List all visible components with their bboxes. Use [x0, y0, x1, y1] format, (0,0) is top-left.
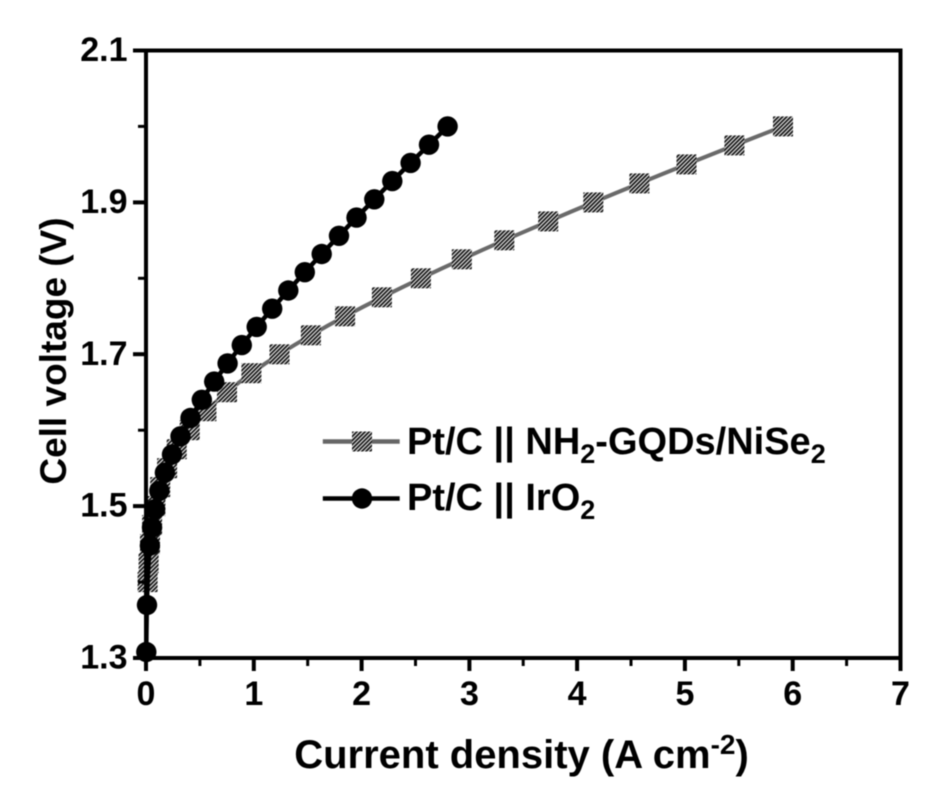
svg-text:Cell voltage (V): Cell voltage (V) — [33, 217, 74, 484]
svg-text:Pt/C || IrO2: Pt/C || IrO2 — [407, 477, 595, 525]
svg-text:1: 1 — [244, 675, 263, 713]
svg-text:1.5: 1.5 — [80, 487, 127, 525]
svg-text:Current density (A cm-2): Current density (A cm-2) — [294, 729, 749, 777]
svg-text:1.7: 1.7 — [80, 335, 127, 373]
svg-text:3: 3 — [460, 675, 479, 713]
svg-text:1.3: 1.3 — [80, 639, 127, 677]
svg-text:2: 2 — [352, 675, 371, 713]
svg-text:7: 7 — [891, 675, 910, 713]
svg-text:1.9: 1.9 — [80, 183, 127, 221]
svg-text:5: 5 — [675, 675, 694, 713]
svg-text:6: 6 — [783, 675, 802, 713]
svg-text:4: 4 — [568, 675, 587, 713]
svg-text:Pt/C || NH2-GQDs/NiSe2: Pt/C || NH2-GQDs/NiSe2 — [407, 421, 826, 469]
svg-text:2.1: 2.1 — [80, 31, 127, 69]
svg-text:0: 0 — [137, 675, 156, 713]
